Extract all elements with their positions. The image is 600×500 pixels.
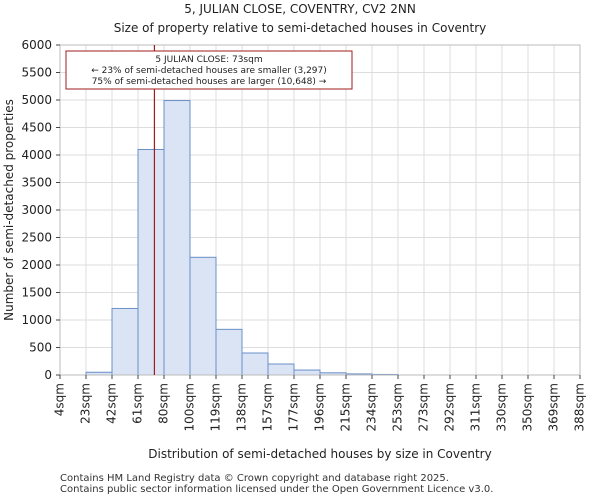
y-tick-label: 500 — [29, 341, 52, 355]
y-tick-label: 3500 — [21, 176, 52, 190]
x-tick-label: 4sqm — [53, 383, 67, 416]
y-tick-label: 2000 — [21, 258, 52, 272]
x-tick-label: 311sqm — [469, 383, 483, 431]
x-axis-ticks: 4sqm 23sqm 42sqm 61sqm 80sqm 100sqm 119sqm 138s… — [53, 375, 587, 431]
x-tick-label: 253sqm — [391, 383, 405, 431]
x-tick-label: 388sqm — [573, 383, 587, 431]
x-tick-label: 330sqm — [495, 383, 509, 431]
histogram-bar — [215, 328, 243, 376]
x-tick-label: 196sqm — [313, 383, 327, 431]
x-tick-label: 350sqm — [521, 383, 535, 431]
y-tick-label: 3000 — [21, 203, 52, 217]
x-tick-label: 177sqm — [287, 383, 301, 431]
x-tick-label: 23sqm — [79, 383, 93, 424]
footer-licence: Contains public sector information licen… — [60, 484, 494, 495]
x-axis-label: Distribution of semi-detached houses by … — [148, 447, 491, 461]
x-tick-label: 100sqm — [183, 383, 197, 431]
x-tick-label: 157sqm — [261, 383, 275, 431]
histogram-bar — [137, 149, 165, 376]
x-tick-label: 273sqm — [417, 383, 431, 431]
x-tick-label: 215sqm — [339, 383, 353, 431]
histogram-bar — [189, 256, 217, 376]
histogram-bar — [267, 363, 295, 376]
x-tick-label: 119sqm — [209, 383, 223, 431]
y-tick-label: 0 — [44, 368, 52, 382]
x-tick-label: 80sqm — [157, 383, 171, 424]
x-tick-label: 234sqm — [365, 383, 379, 431]
chart-subtitle: Size of property relative to semi-detach… — [114, 21, 487, 35]
footer-copyright: Contains HM Land Registry data © Crown c… — [60, 473, 449, 484]
y-axis-ticks: 0 500 1000 1500 2000 2500 3000 3500 4000 4500 5000… — [21, 38, 60, 382]
histogram-bar — [293, 369, 321, 376]
x-tick-label: 61sqm — [131, 383, 145, 424]
histogram-bar — [111, 307, 139, 376]
y-tick-label: 6000 — [21, 38, 52, 52]
x-tick-label: 292sqm — [443, 383, 457, 431]
y-axis-label: Number of semi-detached properties — [2, 99, 16, 321]
x-tick-label: 369sqm — [547, 383, 561, 431]
y-tick-label: 5000 — [21, 93, 52, 107]
histogram-bar — [241, 352, 269, 376]
histogram-bar — [163, 100, 191, 376]
y-tick-label: 5500 — [21, 66, 52, 80]
x-tick-label: 42sqm — [105, 383, 119, 424]
x-tick-label: 138sqm — [235, 383, 249, 431]
annotation-box: 5 JULIAN CLOSE: 73sqm ← 23% of semi-deta… — [65, 50, 353, 90]
y-tick-label: 1000 — [21, 313, 52, 327]
y-tick-label: 2500 — [21, 231, 52, 245]
annotation-line-1: 5 JULIAN CLOSE: 73sqm — [155, 55, 262, 65]
y-tick-label: 1500 — [21, 286, 52, 300]
y-tick-label: 4000 — [21, 148, 52, 162]
bars — [85, 100, 399, 376]
y-tick-label: 4500 — [21, 121, 52, 135]
annotation-line-3: 75% of semi-detached houses are larger (… — [92, 77, 327, 87]
annotation-line-2: ← 23% of semi-detached houses are smalle… — [91, 66, 327, 76]
chart-title: 5, JULIAN CLOSE, COVENTRY, CV2 2NN — [184, 2, 416, 16]
